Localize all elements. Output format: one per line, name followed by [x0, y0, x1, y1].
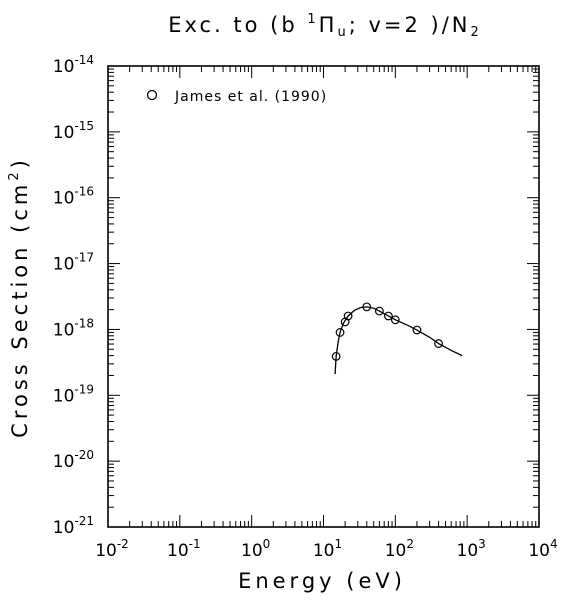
- x-tick-label: 10-1: [167, 537, 201, 561]
- data-point: [383, 311, 393, 321]
- axis-ticks: [107, 65, 540, 528]
- y-tick-labels: 10-21 10-20 10-19 10-18 10-17 10-16 10-15 10-14: [53, 53, 94, 538]
- y-tick-label: 10-16: [53, 185, 94, 209]
- data-point: [335, 328, 345, 337]
- y-tick-label: 10-17: [53, 251, 94, 275]
- x-tick-label: 102: [385, 537, 414, 561]
- fit-curve: [334, 306, 463, 375]
- legend-label: James et al. (1990): [174, 89, 327, 105]
- legend: James et al. (1990): [146, 89, 327, 105]
- y-axis-label: Cross Section (cm2): [7, 156, 32, 438]
- y-tick-label: 10-20: [53, 448, 94, 472]
- data-point: [390, 315, 400, 325]
- y-tick-label: 10-14: [53, 53, 94, 77]
- data-point: [374, 306, 384, 316]
- y-tick-label: 10-15: [53, 119, 94, 143]
- x-tick-label: 10-2: [95, 537, 129, 561]
- x-tick-label: 104: [528, 537, 557, 561]
- x-axis-label: Energy (eV): [238, 569, 406, 593]
- y-tick-label: 10-19: [53, 382, 94, 406]
- data-point: [343, 311, 353, 321]
- y-tick-label: 10-18: [53, 316, 94, 340]
- x-tick-label: 100: [241, 537, 270, 561]
- legend-marker: [146, 89, 158, 101]
- plot-frame: [107, 65, 540, 528]
- data-point: [434, 339, 443, 348]
- chart-title: Exc. to (b 1Πu; v=2 )/N2: [168, 12, 482, 40]
- x-tick-labels: 10-2 10-1 100 101 102 103 104: [95, 537, 557, 561]
- data-point: [412, 325, 422, 335]
- x-tick-label: 101: [313, 537, 342, 561]
- y-tick-label: 10-21: [53, 514, 94, 538]
- data-series: [331, 302, 463, 375]
- x-tick-label: 103: [457, 537, 486, 561]
